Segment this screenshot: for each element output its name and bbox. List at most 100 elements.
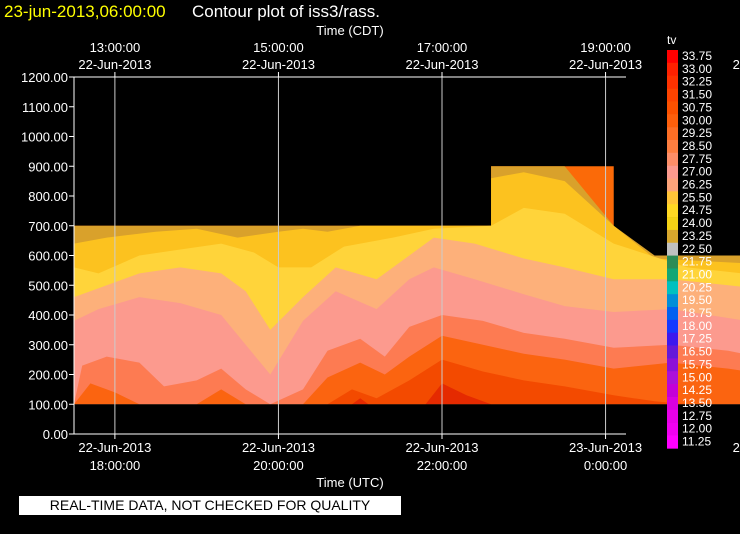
contour-fill	[74, 166, 740, 406]
y-tick-label: 900.00	[28, 159, 68, 174]
legend-swatch	[667, 165, 678, 179]
top-tick-time: 13:00:00	[90, 40, 141, 55]
legend-label: 19.50	[682, 293, 712, 307]
legend-swatch	[667, 384, 678, 398]
top-tick-time: 19:00:00	[580, 40, 631, 55]
y-tick-label: 100.00	[28, 397, 68, 412]
legend-label: 32.25	[682, 75, 712, 89]
legend-swatch	[667, 204, 678, 218]
legend-label: 21.00	[682, 267, 712, 281]
legend-label: 28.50	[682, 139, 712, 153]
legend-swatch	[667, 268, 678, 282]
legend-swatch	[667, 422, 678, 436]
y-tick-label: 1100.00	[22, 100, 68, 115]
legend-label: 15.00	[682, 370, 712, 384]
legend-label: 15.75	[682, 357, 712, 371]
top-time-axis: Time (CDT) 13:00:00 22-Jun-2013 15:00:00 22-…	[78, 23, 740, 77]
legend-swatch	[667, 307, 678, 321]
legend-swatch	[667, 178, 678, 192]
bottom-tick-date: 22-Jun-2013	[78, 440, 151, 455]
y-tick-label: 500.00	[28, 278, 68, 293]
legend-label: 26.25	[682, 178, 712, 192]
legend-swatch	[667, 332, 678, 346]
legend-swatch	[667, 435, 678, 449]
legend-swatch	[667, 396, 678, 411]
y-tick-label: 200.00	[28, 368, 68, 383]
bottom-tick-date: 22-Jun-2013	[406, 440, 479, 455]
bottom-axis-label: Time (UTC)	[316, 475, 383, 490]
top-tick-date: 22-Jun-2013	[406, 57, 479, 72]
top-tick-date: 22-Jun-2013	[569, 57, 642, 72]
bottom-tick-time: 20:00:00	[253, 458, 304, 473]
y-tick-label: 1200.00	[21, 70, 68, 85]
top-tick-time: 15:00:00	[253, 40, 304, 55]
legend-swatch	[667, 127, 678, 141]
grid-lines	[114, 77, 607, 434]
top-tick-date: 22-Jun-2013	[242, 57, 315, 72]
legend-swatch	[667, 319, 678, 333]
legend-label: 14.25	[682, 383, 712, 397]
y-tick-label: 1000.00	[21, 130, 68, 145]
legend-swatch	[667, 345, 678, 359]
plot-title: Contour plot of iss3/rass.	[192, 2, 381, 21]
legend-swatch	[667, 75, 678, 89]
legend-label: 12.00	[682, 422, 712, 436]
legend-label: 24.75	[682, 203, 712, 217]
legend-label: 23.25	[682, 229, 712, 243]
surface-edge	[74, 404, 740, 406]
y-tick-label: 600.00	[28, 249, 68, 264]
y-tick-label: 300.00	[28, 338, 68, 353]
legend-label: 29.25	[682, 126, 712, 140]
y-tick-label: 0.00	[43, 427, 68, 442]
y-tick-label: 700.00	[28, 219, 68, 234]
legend-label: 20.25	[682, 280, 712, 294]
legend-label: 11.25	[682, 435, 711, 449]
legend-label: 33.00	[682, 62, 712, 76]
legend-swatch	[667, 371, 678, 385]
legend-label: 27.75	[682, 152, 712, 166]
legend-label: 16.50	[682, 345, 712, 359]
legend-title: tv	[667, 33, 676, 47]
legend-swatch	[667, 62, 678, 76]
legend-swatch	[667, 101, 678, 115]
legend-swatch	[667, 191, 678, 205]
legend-label: 31.50	[682, 88, 712, 102]
legend-label: 13.50	[682, 396, 712, 410]
legend-label: 30.00	[682, 113, 712, 127]
legend-swatch	[667, 139, 678, 154]
y-tick-label: 400.00	[28, 308, 68, 323]
bottom-tick-date: 22-Jun-2013	[242, 440, 315, 455]
legend-label: 18.00	[682, 319, 712, 333]
legend-label: 33.75	[682, 49, 712, 63]
legend-swatch	[667, 229, 678, 244]
bottom-time-axis: 22-Jun-2013 18:00:00 22-Jun-2013 20:00:00 22…	[78, 434, 740, 490]
legend-swatch	[667, 294, 678, 308]
colorbar-legend: tv 33.7533.0032.2531.5030.7530.0029.2528.…	[667, 33, 712, 449]
legend-swatch	[667, 409, 678, 423]
bottom-tick-date: 23-Jun-2013	[733, 440, 740, 455]
legend-swatch	[667, 255, 678, 269]
top-axis-label: Time (CDT)	[316, 23, 383, 38]
legend-label: 17.25	[682, 332, 712, 346]
quality-notice: REAL-TIME DATA, NOT CHECKED FOR QUALITY	[19, 496, 401, 515]
contour-band-28.50	[74, 335, 740, 405]
legend-label: 25.50	[682, 190, 712, 204]
legend-label: 18.75	[682, 306, 712, 320]
legend-swatch	[667, 50, 678, 64]
legend-label: 21.75	[682, 255, 712, 269]
legend-swatch	[667, 242, 678, 256]
top-tick-date: 22-Jun-2013	[78, 57, 151, 72]
bottom-tick-time: 22:00:00	[417, 458, 468, 473]
legend-label: 12.75	[682, 409, 712, 423]
top-tick-date: 22-Jun-2013	[733, 57, 740, 72]
legend-swatch	[667, 281, 678, 295]
legend-swatch	[667, 152, 678, 166]
bottom-tick-date: 23-Jun-2013	[569, 440, 642, 455]
contour-band-29.25	[74, 359, 740, 405]
legend-swatch	[667, 217, 678, 231]
y-axis: 0.00 100.00 200.00 300.00 400.00 500.00 600.00…	[21, 70, 74, 442]
bottom-tick-time: 18:00:00	[90, 458, 141, 473]
legend-label: 24.00	[682, 216, 712, 230]
legend-label: 30.75	[682, 100, 712, 114]
